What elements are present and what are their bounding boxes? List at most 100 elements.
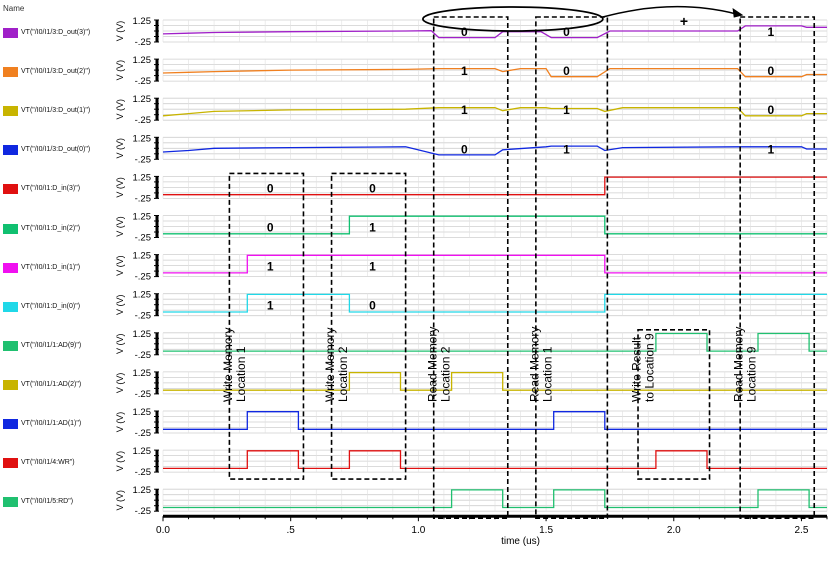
- y-axis-label: V (V): [115, 490, 125, 511]
- selection-ellipse: [421, 6, 604, 32]
- arrow-head: [732, 7, 744, 18]
- y-tick-label-bottom: -.25: [135, 506, 151, 517]
- y-tick-label-top: 1.25: [133, 368, 152, 379]
- legend-label: VT("/I0/I1:D_in(2)"): [21, 224, 81, 232]
- legend-label: VT("/I0/I1/1:AD(1)"): [21, 420, 82, 427]
- y-tick-label-top: 1.25: [133, 485, 152, 496]
- y-tick-label-top: 1.25: [133, 16, 152, 27]
- bit-value-label: 1: [267, 299, 274, 313]
- bit-value-label: 1: [461, 64, 468, 78]
- y-tick-label-bottom: -.25: [135, 115, 151, 126]
- y-tick-label-top: 1.25: [133, 290, 152, 301]
- x-axis-label: time (us): [501, 536, 540, 547]
- bit-value-label: 0: [563, 25, 570, 39]
- bit-value-label: 1: [767, 142, 774, 156]
- operation-label-line: Read Memory: [732, 327, 746, 402]
- waveform-line: [163, 450, 827, 470]
- operation-label-line: Write Memory: [221, 328, 235, 402]
- legend-swatch: [3, 145, 18, 156]
- bit-value-label: 0: [461, 25, 468, 39]
- legend-entry[interactable]: VT("/I0/I1/3:D_out(0)"): [3, 145, 118, 157]
- y-axis-label: V (V): [115, 60, 125, 81]
- legend-label: VT("/I0/I1:D_in(0)"): [21, 302, 81, 310]
- waveform-line: [162, 145, 827, 156]
- legend-label: VT("/I0/I1/3:D_out(0)"): [21, 146, 91, 154]
- operation-box: [330, 172, 407, 480]
- operation-label-line: Read Memory: [527, 327, 541, 402]
- legend-entry[interactable]: VT("/I0/I1/5:RD"): [3, 497, 118, 509]
- operation-label-line: Location 9: [745, 346, 759, 402]
- waveform-line: [163, 411, 827, 430]
- waveform-line: [163, 254, 827, 274]
- legend-entry[interactable]: VT("/I0/I1:D_in(1)"): [3, 262, 118, 275]
- x-tick-label: 1.0: [411, 525, 425, 536]
- waveform-line: [163, 371, 827, 391]
- legend-swatch: [3, 67, 18, 78]
- legend-label: VT("/I0/I1:D_in(3)"): [21, 185, 81, 193]
- y-tick-label-top: 1.25: [133, 55, 152, 66]
- y-tick-label-bottom: -.25: [135, 193, 151, 204]
- y-tick-label-top: 1.25: [133, 251, 152, 262]
- legend-label: VT("/I0/I1/1:AD(2)"): [21, 380, 82, 388]
- legend-header: Name: [3, 4, 25, 13]
- y-tick-label-bottom: -.25: [135, 272, 151, 283]
- legend-swatch: [3, 458, 18, 469]
- legend-swatch: [3, 379, 18, 390]
- operation-label-line: Location 2: [336, 346, 350, 402]
- legend-entry[interactable]: VT("/I0/I1/1:AD(9)"): [3, 340, 118, 353]
- y-axis-label: V (V): [115, 216, 125, 237]
- operation-label-line: to Location 9: [643, 333, 657, 402]
- legend-entry[interactable]: VT("/I0/I1:D_in(3)"): [3, 184, 118, 196]
- waveform-line: [163, 215, 827, 235]
- legend-swatch: [3, 419, 18, 429]
- operation-label: Read Memory Location 9: [732, 327, 759, 402]
- operation-box: [432, 16, 509, 520]
- legend-entry[interactable]: VT("/I0/I1/1:AD(1)"): [3, 419, 118, 431]
- operation-box: [535, 16, 609, 520]
- y-tick-label-top: 1.25: [133, 446, 152, 457]
- y-tick-label-top: 1.25: [133, 212, 152, 223]
- operation-label-line: Read Memory: [425, 327, 439, 402]
- y-tick-label-top: 1.25: [133, 133, 152, 144]
- bit-value-label: 0: [767, 103, 774, 117]
- operation-label: Write Result to Location 9: [630, 333, 657, 402]
- bit-value-label: 1: [267, 260, 274, 274]
- legend-swatch: [3, 340, 18, 351]
- legend-swatch: [3, 184, 18, 195]
- y-axis-label: V (V): [115, 255, 125, 276]
- operation-label: Write Memory Location 2: [323, 328, 350, 402]
- y-tick-label-bottom: -.25: [135, 76, 151, 87]
- x-tick-label: 1.5: [539, 525, 553, 536]
- plus-symbol: +: [680, 13, 688, 29]
- bit-value-label: 0: [369, 299, 376, 313]
- legend-entry[interactable]: VT("/I0/I1/1:AD(2)"): [3, 379, 118, 392]
- legend-entry[interactable]: VT("/I0/I1/3:D_out(3)"): [3, 28, 118, 40]
- legend-entry[interactable]: VT("/I0/I1/3:D_out(1)"): [3, 106, 118, 118]
- y-axis-label: V (V): [115, 294, 125, 315]
- operation-label: Write Memory Location 1: [221, 328, 248, 402]
- y-tick-label-bottom: -.25: [135, 37, 151, 48]
- bit-value-label: 0: [563, 64, 570, 78]
- legend-label: VT("/I0/I1/3:D_out(3)"): [21, 29, 91, 36]
- waveform-line: [163, 293, 827, 313]
- operation-label-line: Write Result: [630, 336, 644, 402]
- legend-entry[interactable]: VT("/I0/I1/3:D_out(2)"): [3, 67, 118, 79]
- x-tick-label: .5: [287, 525, 296, 536]
- signal-legend: Name VT("/I0/I1/3:D_out(3)") VT("/I0/I1/3…: [0, 0, 118, 564]
- legend-entry[interactable]: VT("/I0/I1:D_in(0)"): [3, 301, 118, 314]
- operation-box: [228, 172, 305, 480]
- bit-value-label: 1: [369, 221, 376, 235]
- bit-value-label: 1: [767, 25, 774, 39]
- x-tick-label: 2.5: [795, 525, 809, 536]
- y-tick-label-bottom: -.25: [135, 233, 151, 244]
- bit-value-label: 0: [267, 221, 274, 235]
- legend-entry[interactable]: VT("/I0/I1/4:WR"): [3, 458, 118, 470]
- y-axis-label: V (V): [115, 334, 125, 355]
- y-axis-label: V (V): [115, 412, 125, 433]
- x-tick-label: 0.0: [156, 525, 170, 536]
- y-tick-label-bottom: -.25: [135, 154, 151, 165]
- legend-label: VT("/I0/I1/3:D_out(2)"): [21, 68, 91, 76]
- legend-entry[interactable]: VT("/I0/I1:D_in(2)"): [3, 223, 118, 236]
- legend-swatch: [3, 301, 18, 312]
